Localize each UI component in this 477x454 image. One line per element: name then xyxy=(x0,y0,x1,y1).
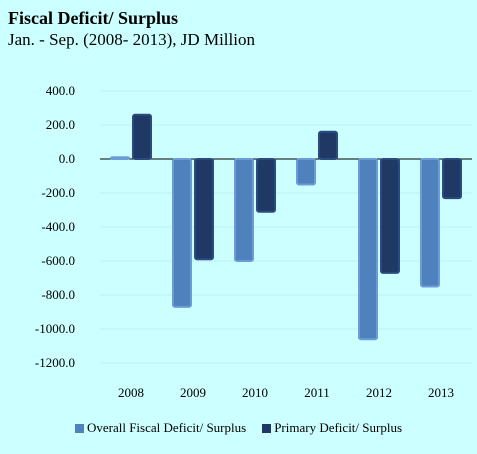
legend-swatch-overall xyxy=(74,423,84,433)
legend-item-primary: Primary Deficit/ Surplus xyxy=(262,420,402,436)
x-tick-label: 2012 xyxy=(366,385,392,400)
x-tick-label: 2011 xyxy=(304,385,330,400)
y-tick-label: -1200.0 xyxy=(35,355,75,370)
gridlines xyxy=(100,90,472,364)
x-tick-label: 2008 xyxy=(118,385,144,400)
y-tick-label: -1000.0 xyxy=(35,321,75,336)
y-tick-label: -600.0 xyxy=(41,253,75,268)
y-axis-ticks: 400.0 200.0 0.0 -200.0 -400.0 -600.0 -800.0 -10… xyxy=(35,83,75,370)
x-tick-label: 2009 xyxy=(180,385,206,400)
bar-primary-2013 xyxy=(442,158,462,200)
legend-label-primary: Primary Deficit/ Surplus xyxy=(274,420,403,435)
chart-title: Fiscal Deficit/ Surplus xyxy=(8,8,178,28)
bar-overall-2009 xyxy=(172,158,192,308)
legend-label-overall: Overall Fiscal Deficit/ Surplus xyxy=(86,420,247,435)
bar-overall-2012 xyxy=(358,158,378,341)
y-tick-label: 200.0 xyxy=(46,117,75,132)
chart-subtitle: Jan. - Sep. (2008- 2013), JD Million xyxy=(8,30,255,49)
x-tick-label: 2010 xyxy=(242,385,268,400)
y-tick-label: 400.0 xyxy=(46,83,75,98)
legend: Overall Fiscal Deficit/ Surplus Primary … xyxy=(0,420,477,436)
bar-primary-2012 xyxy=(380,158,400,274)
bar-primary-2010 xyxy=(256,158,276,213)
legend-swatch-primary xyxy=(262,423,272,433)
x-axis-ticks: 2008 2009 2010 2011 2012 2013 xyxy=(118,385,454,400)
y-tick-label: -800.0 xyxy=(41,287,75,302)
bar-overall-2013 xyxy=(420,158,440,288)
bar-overall-2010 xyxy=(234,158,254,262)
y-tick-label: -200.0 xyxy=(41,185,75,200)
bar-primary-2011 xyxy=(318,130,338,161)
legend-item-overall: Overall Fiscal Deficit/ Surplus xyxy=(74,420,247,436)
bar-chart: 400.0 200.0 0.0 -200.0 -400.0 -600.0 -800.0 -10… xyxy=(35,83,472,400)
bars xyxy=(110,113,462,341)
y-tick-label: -400.0 xyxy=(41,219,75,234)
x-tick-label: 2013 xyxy=(428,385,454,400)
bar-overall-2011 xyxy=(296,158,316,186)
bar-overall-2008 xyxy=(110,156,130,161)
y-tick-label: 0.0 xyxy=(59,151,75,166)
bar-primary-2009 xyxy=(194,158,214,261)
bar-primary-2008 xyxy=(132,113,152,161)
